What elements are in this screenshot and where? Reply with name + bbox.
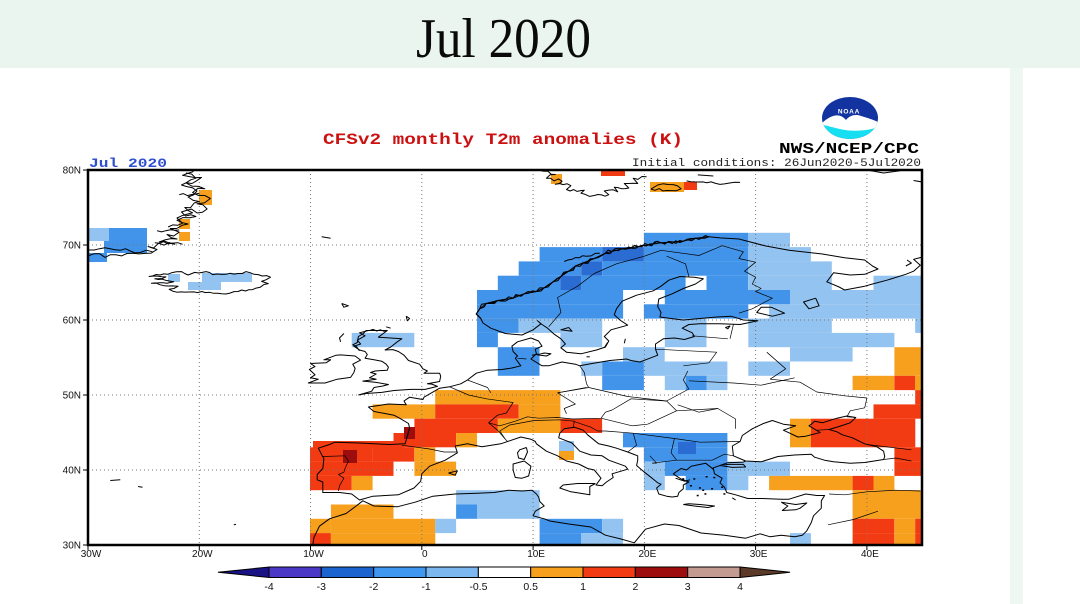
svg-text:-4: -4 xyxy=(264,581,273,593)
svg-text:30W: 30W xyxy=(81,549,102,560)
svg-text:-1: -1 xyxy=(421,581,430,593)
svg-text:-2: -2 xyxy=(369,581,378,593)
svg-text:10E: 10E xyxy=(527,549,545,560)
svg-text:30E: 30E xyxy=(750,549,768,560)
svg-text:Jul 2020: Jul 2020 xyxy=(89,156,167,171)
svg-text:Jul 2020: Jul 2020 xyxy=(416,8,591,70)
svg-text:50N: 50N xyxy=(63,391,81,402)
svg-text:30N: 30N xyxy=(63,541,81,552)
svg-text:3: 3 xyxy=(685,581,691,593)
svg-text:20W: 20W xyxy=(192,549,213,560)
svg-text:4: 4 xyxy=(737,581,743,593)
svg-text:0: 0 xyxy=(422,549,428,560)
svg-text:40E: 40E xyxy=(861,549,879,560)
svg-text:60N: 60N xyxy=(63,316,81,327)
svg-text:0.5: 0.5 xyxy=(523,581,538,593)
svg-text:1: 1 xyxy=(580,581,586,593)
svg-text:70N: 70N xyxy=(63,241,81,252)
svg-text:-0.5: -0.5 xyxy=(469,581,487,593)
svg-text:CFSv2 monthly T2m anomalies (K: CFSv2 monthly T2m anomalies (K) xyxy=(323,131,683,149)
svg-text:2: 2 xyxy=(632,581,638,593)
svg-text:Initial conditions: 26Jun2020-: Initial conditions: 26Jun2020-5Jul2020 xyxy=(632,158,921,170)
svg-text:-3: -3 xyxy=(317,581,326,593)
svg-text:NOAA: NOAA xyxy=(838,109,860,116)
svg-text:NWS/NCEP/CPC: NWS/NCEP/CPC xyxy=(779,141,919,158)
svg-text:80N: 80N xyxy=(63,166,81,177)
svg-text:20E: 20E xyxy=(639,549,657,560)
svg-text:10W: 10W xyxy=(303,549,324,560)
svg-text:40N: 40N xyxy=(63,466,81,477)
